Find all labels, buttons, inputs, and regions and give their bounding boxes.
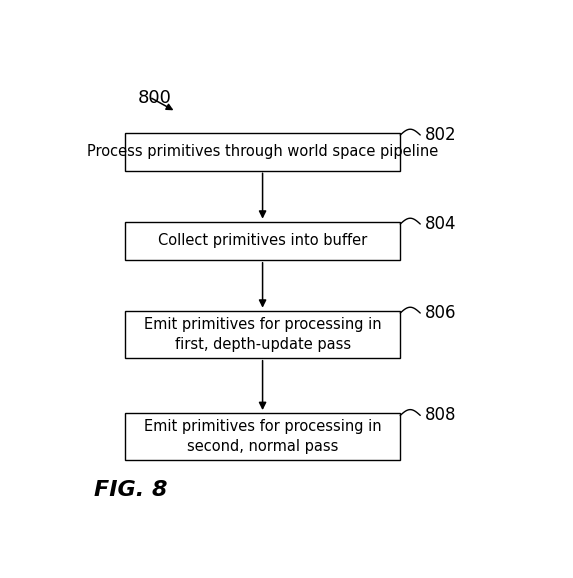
Text: Process primitives through world space pipeline: Process primitives through world space p…	[87, 144, 438, 159]
Text: Emit primitives for processing in
second, normal pass: Emit primitives for processing in second…	[144, 419, 382, 454]
Bar	[125, 133, 400, 171]
Text: 802: 802	[425, 126, 456, 144]
Text: FIG. 8: FIG. 8	[94, 480, 167, 500]
Text: Collect primitives into buffer: Collect primitives into buffer	[158, 233, 367, 248]
Bar	[125, 413, 400, 460]
Text: 806: 806	[425, 304, 456, 322]
Text: 800: 800	[138, 90, 172, 108]
Text: 804: 804	[425, 215, 456, 233]
Bar	[125, 311, 400, 358]
Text: 808: 808	[425, 406, 456, 424]
Bar	[125, 222, 400, 260]
Text: Emit primitives for processing in
first, depth-update pass: Emit primitives for processing in first,…	[144, 317, 382, 351]
